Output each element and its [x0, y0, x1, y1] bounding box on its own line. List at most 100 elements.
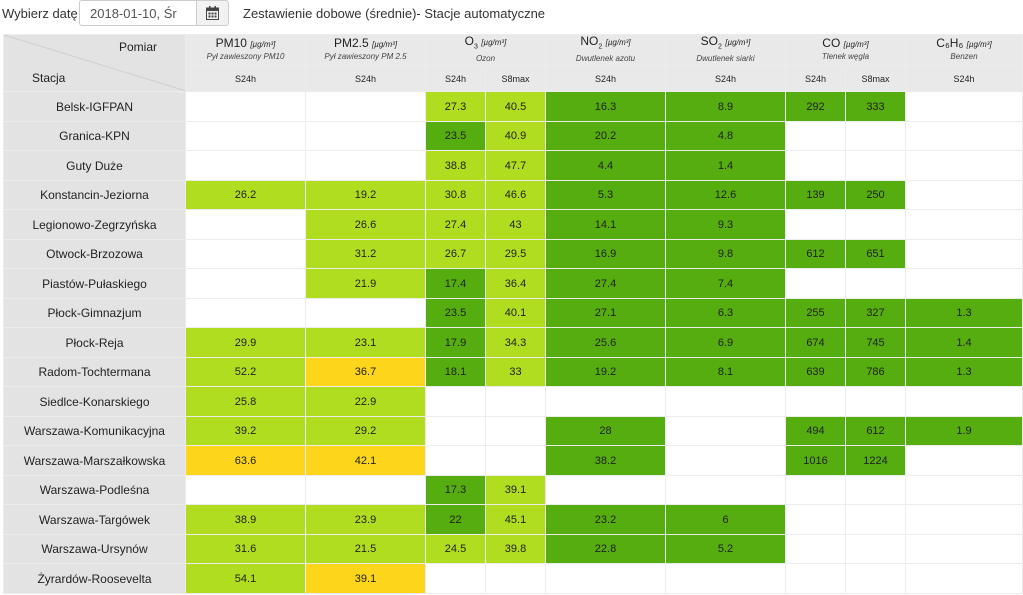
cell-so2: 6	[665, 504, 786, 535]
cell-pm25: 42.1	[305, 445, 426, 476]
cell-o3-s8max: 40.9	[485, 120, 546, 152]
cell-pm10	[185, 120, 306, 152]
cell-o3-s24h: 27.4	[425, 209, 486, 240]
table-row: Warszawa-Marszałkowska 63.6 42.1 38.2 1016 12…	[3, 445, 1023, 476]
cell-o3-s8max: 40.1	[485, 297, 546, 329]
subheader-pm25-s24h: S24h	[305, 65, 426, 93]
cell-no2	[545, 386, 666, 417]
cell-co-s24h	[785, 120, 846, 152]
header-o3: O3 [µg/m³] Ozon	[425, 33, 546, 67]
table-row: Legionowo-Zegrzyńska 26.6 27.4 43 14.1 9.3	[3, 209, 1023, 240]
cell-pm25: 39.1	[305, 563, 426, 594]
cell-so2	[665, 415, 786, 447]
cell-so2: 7.4	[665, 268, 786, 299]
cell-o3-s8max: 36.4	[485, 268, 546, 299]
date-input[interactable]	[79, 0, 197, 26]
station-name: Płock-Gimnazjum	[3, 297, 186, 329]
cell-co-s24h	[785, 386, 846, 417]
cell-pm10	[185, 268, 306, 299]
station-name: Konstancin-Jeziorna	[3, 179, 186, 211]
cell-o3-s24h: 26.7	[425, 238, 486, 270]
calendar-button[interactable]	[196, 0, 229, 26]
cell-no2	[545, 563, 666, 594]
cell-no2: 23.2	[545, 504, 666, 535]
cell-o3-s24h: 18.1	[425, 356, 486, 388]
cell-o3-s8max: 33	[485, 356, 546, 388]
station-name: Legionowo-Zegrzyńska	[3, 209, 186, 240]
station-name: Piastów-Pułaskiego	[3, 268, 186, 299]
cell-no2: 28	[545, 415, 666, 447]
cell-co-s24h: 292	[785, 91, 846, 122]
cell-co-s24h	[785, 150, 846, 181]
cell-pm10: 39.2	[185, 415, 306, 447]
cell-o3-s24h: 23.5	[425, 120, 486, 152]
cell-o3-s24h: 24.5	[425, 533, 486, 565]
cell-co-s8max	[845, 386, 906, 417]
cell-co-s8max: 250	[845, 179, 906, 211]
subheader-pm10-s24h: S24h	[185, 65, 306, 93]
header-co: CO [µg/m³] Tlenek węgla	[785, 33, 906, 67]
station-name: Warszawa-Targówek	[3, 504, 186, 535]
cell-co-s8max: 327	[845, 297, 906, 329]
cell-no2: 16.9	[545, 238, 666, 270]
cell-c6h6	[905, 91, 1023, 122]
report-title: Zestawienie dobowe (średnie)- Stacje aut…	[243, 6, 546, 21]
station-name: Warszawa-Komunikacyjna	[3, 415, 186, 447]
cell-pm10: 52.2	[185, 356, 306, 388]
cell-co-s24h: 139	[785, 179, 846, 211]
table-row: Piastów-Pułaskiego 21.9 17.4 36.4 27.4 7.4	[3, 268, 1023, 299]
cell-pm10: 31.6	[185, 533, 306, 565]
cell-o3-s8max: 45.1	[485, 504, 546, 535]
cell-co-s24h	[785, 474, 846, 506]
header-pm25: PM2.5 [µg/m³] Pył zawieszony PM 2.5	[305, 33, 426, 67]
cell-o3-s8max: 29.5	[485, 238, 546, 270]
header-station-label: Stacja	[32, 71, 66, 86]
cell-c6h6	[905, 238, 1023, 270]
cell-so2: 6.9	[665, 327, 786, 358]
cell-co-s24h: 255	[785, 297, 846, 329]
cell-pm10	[185, 297, 306, 329]
subheader-o3-s8max: S8max	[485, 65, 546, 93]
cell-co-s8max: 651	[845, 238, 906, 270]
cell-c6h6	[905, 179, 1023, 211]
cell-c6h6	[905, 120, 1023, 152]
cell-c6h6: 1.9	[905, 415, 1023, 447]
cell-pm25	[305, 474, 426, 506]
cell-no2: 38.2	[545, 445, 666, 476]
cell-co-s8max: 786	[845, 356, 906, 388]
cell-no2: 27.1	[545, 297, 666, 329]
cell-pm10: 25.8	[185, 386, 306, 417]
cell-c6h6	[905, 268, 1023, 299]
station-name: Warszawa-Ursynów	[3, 533, 186, 565]
cell-pm10: 38.9	[185, 504, 306, 535]
cell-c6h6: 1.3	[905, 356, 1023, 388]
cell-co-s24h	[785, 504, 846, 535]
cell-o3-s24h: 17.3	[425, 474, 486, 506]
table-row: Płock-Reja 29.9 23.1 17.9 34.3 25.6 6.9 674 745 1…	[3, 327, 1023, 358]
header-pm10: PM10 [µg/m³] Pył zawieszony PM10	[185, 33, 306, 67]
cell-no2: 16.3	[545, 91, 666, 122]
table-row: Warszawa-Ursynów 31.6 21.5 24.5 39.8 22.8 5.2	[3, 533, 1023, 565]
table-row: Siedlce-Konarskiego 25.8 22.9	[3, 386, 1023, 417]
cell-co-s24h: 612	[785, 238, 846, 270]
cell-o3-s8max: 39.8	[485, 533, 546, 565]
station-name: Płock-Reja	[3, 327, 186, 358]
table-row: Radom-Tochtermana 52.2 36.7 18.1 33 19.2 8.1 63…	[3, 356, 1023, 388]
cell-o3-s8max: 34.3	[485, 327, 546, 358]
table-row: Guty Duże 38.8 47.7 4.4 1.4	[3, 150, 1023, 181]
cell-pm25: 19.2	[305, 179, 426, 211]
calendar-icon	[206, 6, 219, 20]
cell-o3-s24h	[425, 386, 486, 417]
cell-co-s8max: 1224	[845, 445, 906, 476]
cell-o3-s8max	[485, 563, 546, 594]
cell-co-s8max	[845, 209, 906, 240]
cell-so2: 8.9	[665, 91, 786, 122]
cell-pm25: 29.2	[305, 415, 426, 447]
cell-co-s8max	[845, 474, 906, 506]
cell-o3-s24h: 17.4	[425, 268, 486, 299]
station-name: Granica-KPN	[3, 120, 186, 152]
cell-pm10	[185, 474, 306, 506]
cell-c6h6: 1.4	[905, 327, 1023, 358]
cell-pm25: 23.1	[305, 327, 426, 358]
cell-co-s24h: 639	[785, 356, 846, 388]
